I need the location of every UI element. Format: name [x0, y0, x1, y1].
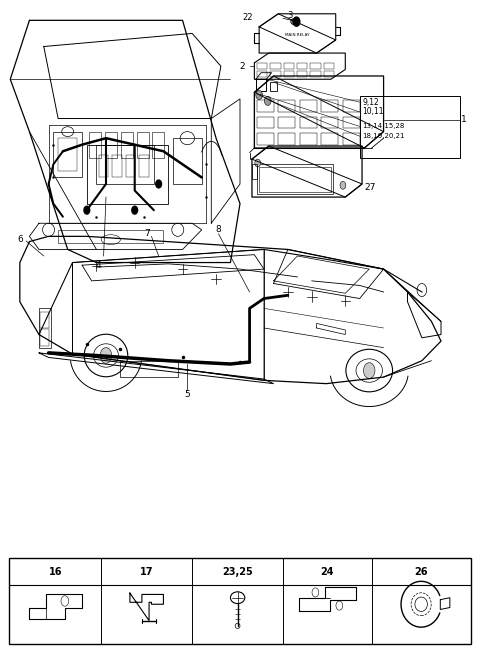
Bar	[121, 132, 133, 158]
Circle shape	[132, 206, 138, 214]
Bar	[40, 329, 49, 346]
Bar	[9, 558, 471, 644]
Bar	[173, 138, 202, 184]
Bar	[322, 100, 338, 112]
Bar	[257, 117, 274, 129]
Text: MAIN RELAY: MAIN RELAY	[285, 33, 310, 37]
Bar	[300, 133, 317, 145]
Circle shape	[363, 363, 375, 379]
Bar	[297, 63, 308, 69]
Text: 13,14,15,28: 13,14,15,28	[362, 123, 405, 129]
Bar	[39, 308, 51, 348]
Text: 22: 22	[242, 12, 252, 22]
Bar	[87, 145, 168, 203]
Bar	[99, 155, 108, 177]
Bar	[278, 117, 295, 129]
Text: 6: 6	[17, 235, 23, 244]
Text: 23,25: 23,25	[222, 567, 253, 577]
Text: 24: 24	[321, 567, 334, 577]
Bar	[96, 145, 154, 184]
Bar	[257, 63, 267, 69]
Bar	[343, 117, 360, 129]
Bar	[360, 96, 460, 158]
Bar	[270, 82, 277, 91]
Text: 1: 1	[461, 115, 467, 125]
Bar	[259, 167, 331, 192]
Bar	[270, 63, 281, 69]
Bar	[257, 133, 274, 145]
Bar	[126, 155, 135, 177]
Bar	[322, 117, 338, 129]
Text: 18,19,20,21: 18,19,20,21	[362, 133, 405, 139]
Bar	[89, 132, 101, 158]
Text: 10,11: 10,11	[362, 108, 384, 117]
Text: 17: 17	[140, 567, 154, 577]
Bar	[139, 155, 149, 177]
Bar	[300, 100, 317, 112]
Bar	[252, 165, 257, 178]
Bar	[58, 138, 77, 171]
Bar	[297, 71, 308, 77]
Circle shape	[264, 96, 271, 106]
Text: 2: 2	[240, 62, 245, 71]
Text: 3: 3	[288, 10, 293, 20]
Circle shape	[84, 206, 90, 214]
Text: 8: 8	[216, 225, 221, 234]
Circle shape	[340, 181, 346, 189]
Bar	[324, 63, 334, 69]
Text: 9,12: 9,12	[362, 98, 379, 107]
Text: 5: 5	[184, 390, 190, 400]
Bar	[284, 63, 294, 69]
Text: 27: 27	[364, 183, 376, 192]
Circle shape	[256, 91, 263, 100]
Bar	[53, 132, 82, 177]
Bar	[120, 361, 178, 377]
Text: 26: 26	[414, 567, 428, 577]
Bar	[105, 132, 117, 158]
Bar	[278, 133, 295, 145]
Bar	[40, 312, 49, 328]
Text: 7: 7	[144, 228, 150, 237]
Bar	[343, 133, 360, 145]
Ellipse shape	[291, 18, 300, 25]
Bar	[257, 100, 274, 112]
Text: 16: 16	[48, 567, 62, 577]
Bar	[257, 71, 267, 77]
Circle shape	[255, 159, 261, 167]
Bar	[257, 165, 333, 194]
Bar	[300, 117, 317, 129]
Circle shape	[100, 348, 112, 363]
Bar	[278, 100, 295, 112]
Bar	[311, 63, 321, 69]
Bar	[311, 71, 321, 77]
Bar	[112, 155, 122, 177]
Text: 4: 4	[96, 261, 102, 270]
Bar	[324, 71, 334, 77]
Circle shape	[156, 180, 161, 188]
Bar	[284, 71, 294, 77]
Bar	[322, 133, 338, 145]
Bar	[343, 100, 360, 112]
Bar	[153, 132, 164, 158]
Circle shape	[293, 17, 300, 26]
Bar	[137, 132, 149, 158]
Bar	[270, 71, 281, 77]
Bar	[256, 79, 266, 91]
Bar	[58, 230, 163, 243]
